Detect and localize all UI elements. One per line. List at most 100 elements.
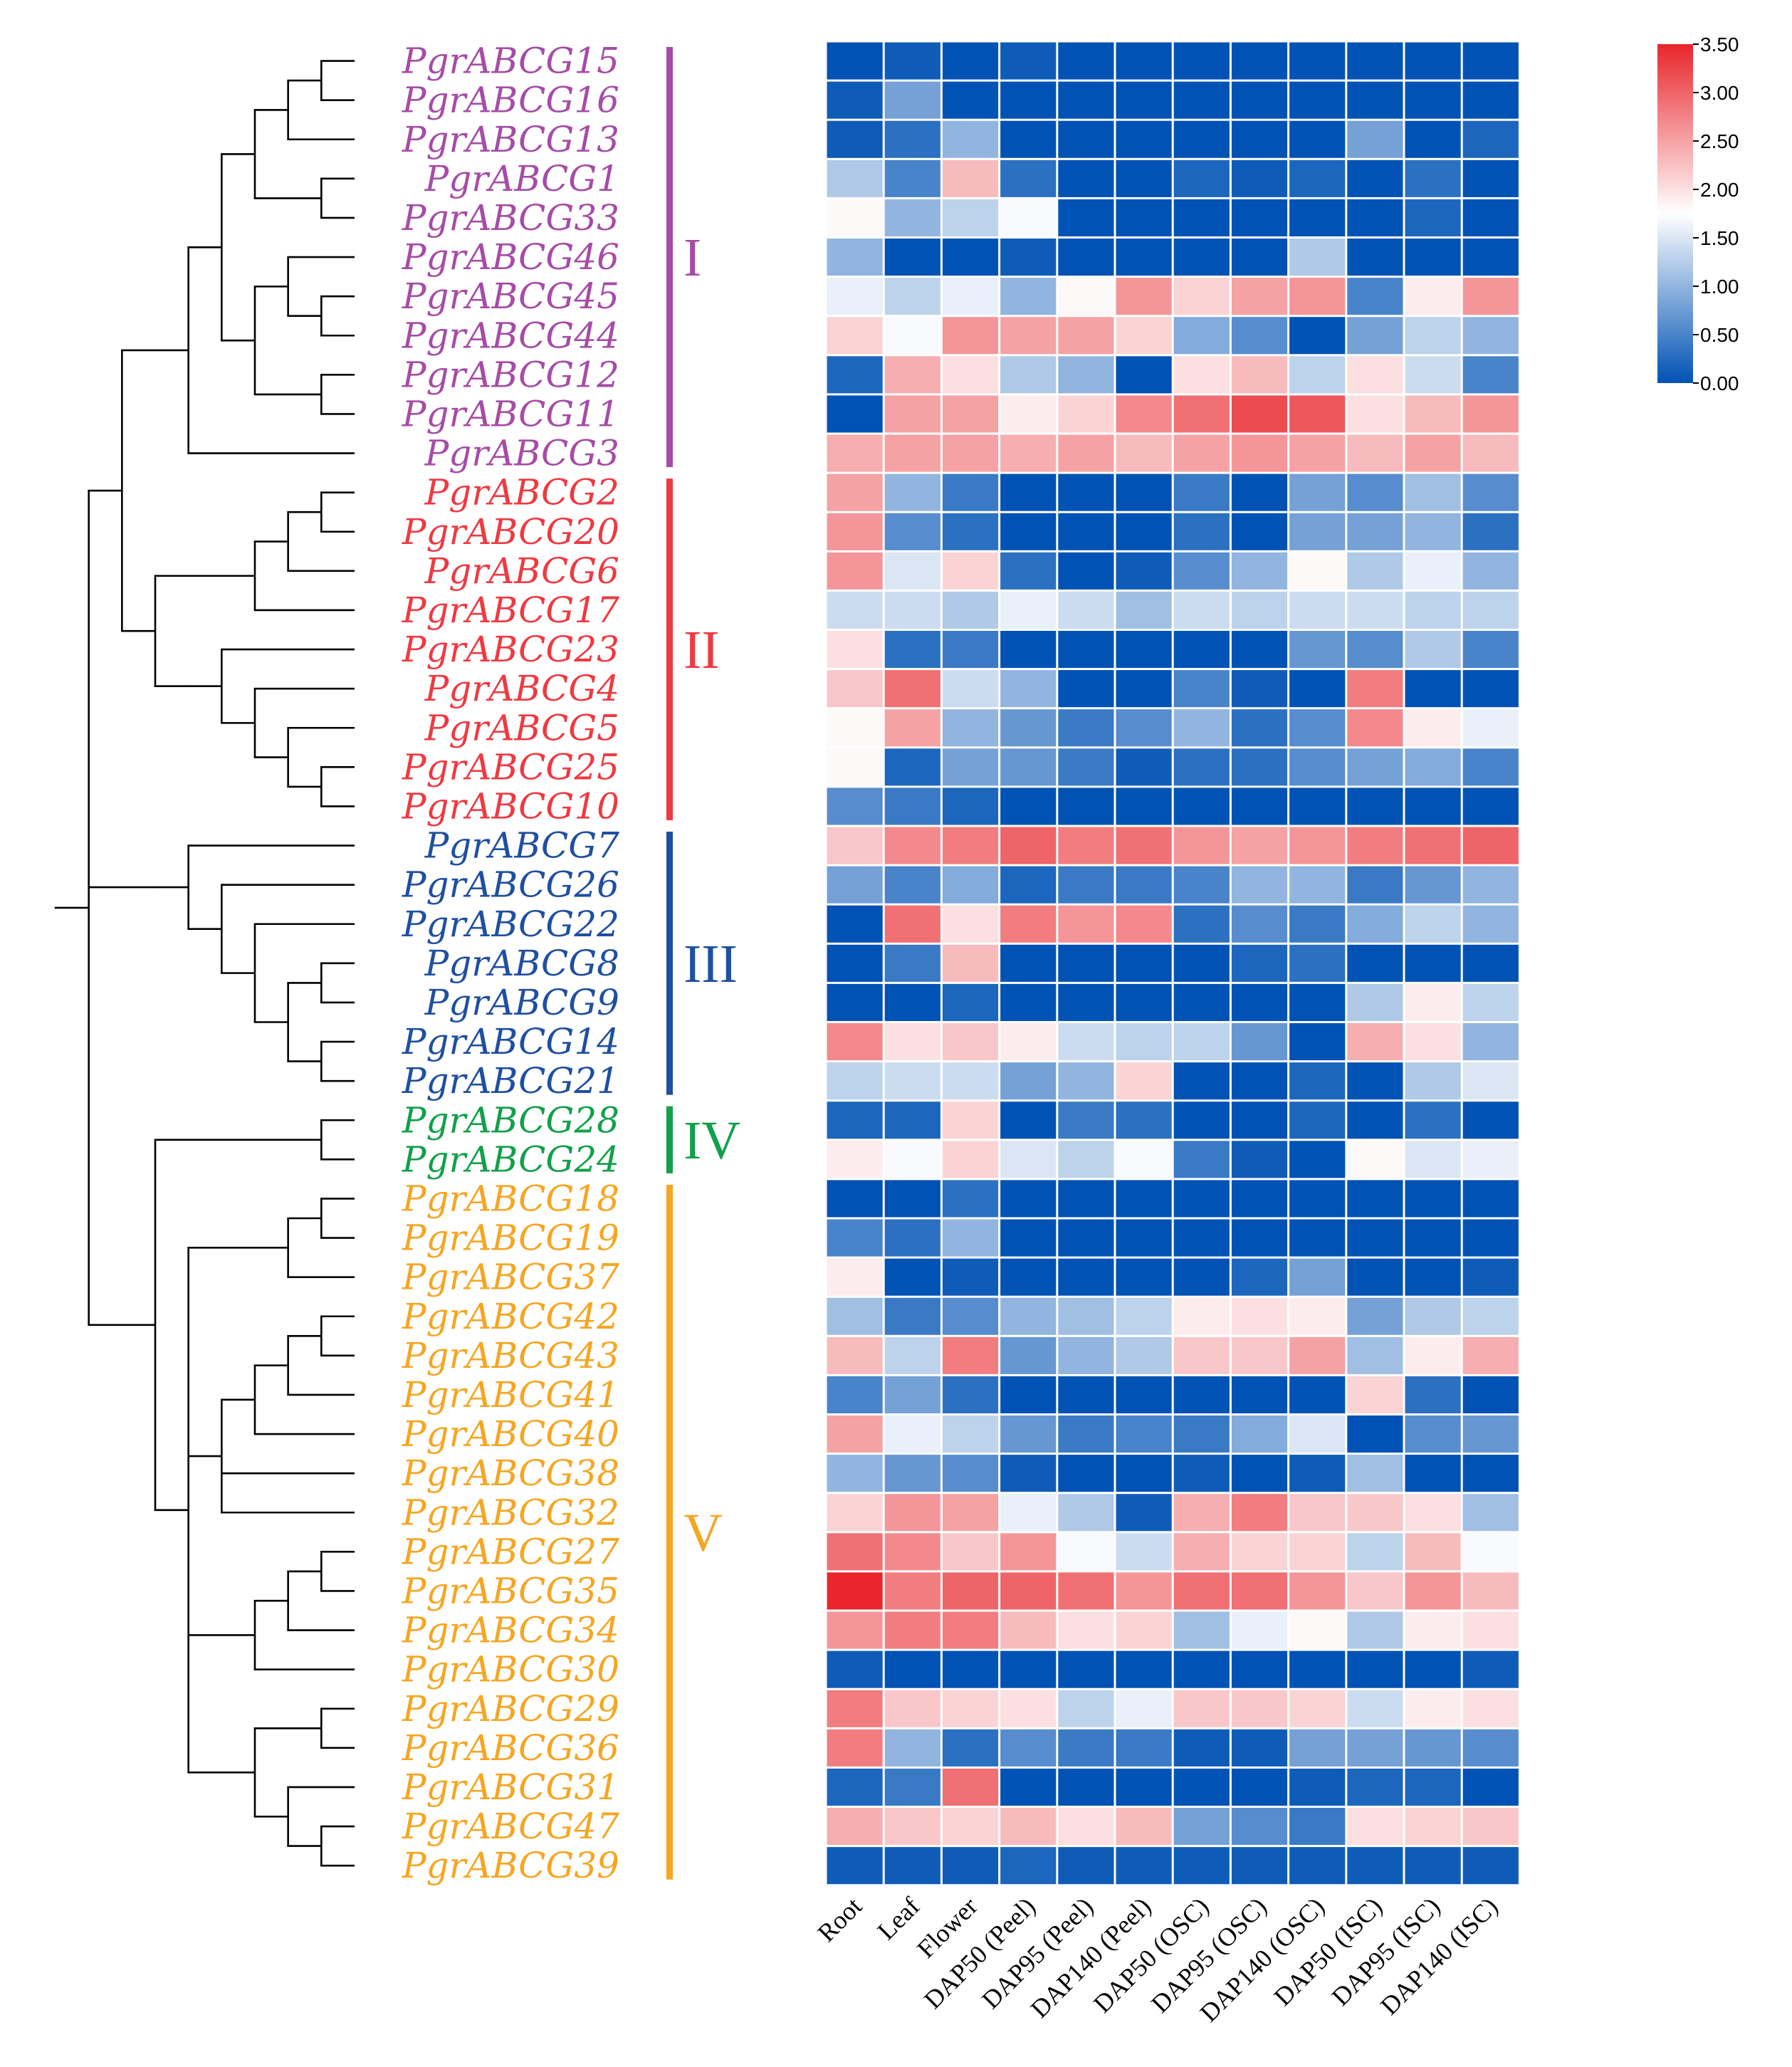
heatmap-cell: [1289, 1494, 1346, 1532]
heatmap-cell: [1405, 395, 1461, 433]
heatmap-cell: [827, 1415, 883, 1453]
heatmap-cell: [1000, 866, 1057, 904]
heatmap-cell: [1462, 983, 1519, 1021]
heatmap-cell: [1347, 278, 1403, 315]
gene-label: PgrABCG35: [402, 1571, 619, 1612]
heatmap-cell: [1116, 631, 1172, 669]
heatmap-cell: [1116, 278, 1172, 315]
gene-label: PgrABCG21: [402, 1060, 619, 1101]
heatmap-cell: [1231, 434, 1288, 472]
scale-tick-label: 0.50: [1700, 324, 1739, 346]
heatmap-cell: [1173, 631, 1230, 669]
heatmap-cell: [1405, 748, 1461, 786]
heatmap-cell: [884, 1062, 940, 1100]
heatmap-cell: [942, 1219, 999, 1257]
heatmap-cell: [1231, 473, 1288, 511]
heatmap-cell: [1000, 591, 1057, 629]
heatmap-cell: [1462, 905, 1519, 943]
heatmap-cell: [942, 42, 999, 80]
heatmap-cell: [1116, 1690, 1172, 1727]
heatmap-cell: [1462, 1572, 1519, 1610]
heatmap-cell: [1462, 120, 1519, 158]
heatmap-cell: [1231, 1847, 1288, 1885]
heatmap-cell: [1289, 983, 1346, 1021]
heatmap-cell: [1116, 983, 1172, 1021]
heatmap-cell: [1000, 1650, 1057, 1688]
heatmap-cell: [1405, 983, 1461, 1021]
heatmap-cell: [1405, 81, 1461, 119]
heatmap-cell: [1058, 1455, 1114, 1492]
heatmap-cell: [1173, 1768, 1230, 1806]
heatmap-cell: [1000, 709, 1057, 747]
heatmap-cell: [1462, 1415, 1519, 1453]
heatmap-cell: [942, 748, 999, 786]
heatmap-cell: [1116, 81, 1172, 119]
heatmap-cell: [1000, 1180, 1057, 1218]
heatmap-cell: [1173, 1611, 1230, 1649]
heatmap-cell: [1116, 866, 1172, 904]
heatmap-cell: [1116, 591, 1172, 629]
heatmap-cell: [1405, 709, 1461, 747]
heatmap-cell: [942, 1690, 999, 1727]
gene-labels: PgrABCG15PgrABCG16PgrABCG13PgrABCG1PgrAB…: [402, 41, 619, 1887]
heatmap-cell: [1347, 1611, 1403, 1649]
heatmap-cell: [1231, 1141, 1288, 1178]
heatmap-cell: [1289, 1572, 1346, 1610]
heatmap-cell: [942, 591, 999, 629]
heatmap-cell: [1058, 42, 1114, 80]
gene-label: PgrABCG10: [402, 786, 619, 827]
heatmap-cell: [1405, 827, 1461, 864]
heatmap-cell: [1462, 42, 1519, 80]
heatmap-cell: [1173, 944, 1230, 982]
heatmap-cell: [1173, 1297, 1230, 1335]
heatmap-cell: [1231, 1650, 1288, 1688]
heatmap-cell: [1289, 1690, 1346, 1727]
heatmap-cells: [824, 40, 1521, 1887]
heatmap-cell: [1000, 434, 1057, 472]
heatmap-cell: [1231, 1062, 1288, 1100]
heatmap-cell: [1058, 120, 1114, 158]
heatmap-cell: [827, 1533, 883, 1571]
heatmap-cell: [1116, 944, 1172, 982]
heatmap-cell: [1116, 1376, 1172, 1413]
heatmap-cell: [1116, 1415, 1172, 1453]
heatmap-cell: [1000, 1847, 1057, 1885]
heatmap-cell: [1058, 1141, 1114, 1178]
heatmap-cell: [827, 1336, 883, 1374]
heatmap-cell: [884, 1650, 940, 1688]
heatmap-cell: [1405, 1533, 1461, 1571]
heatmap-cell: [1347, 239, 1403, 276]
heatmap-cell: [1231, 1808, 1288, 1846]
heatmap-cell: [1289, 1336, 1346, 1374]
gene-label: PgrABCG23: [402, 629, 619, 670]
heatmap-cell: [942, 1101, 999, 1139]
heatmap-cell: [1173, 1808, 1230, 1846]
heatmap-cell: [1231, 827, 1288, 864]
heatmap-cell: [827, 356, 883, 394]
heatmap-cell: [1289, 1650, 1346, 1688]
gene-label: PgrABCG42: [402, 1296, 619, 1337]
heatmap-cell: [1462, 473, 1519, 511]
heatmap-cell: [1116, 552, 1172, 590]
heatmap-cell: [1173, 1376, 1230, 1413]
heatmap-cell: [1116, 159, 1172, 197]
heatmap-cell: [1058, 670, 1114, 708]
heatmap-cell: [884, 1690, 940, 1727]
heatmap-cell: [884, 1258, 940, 1296]
heatmap-cell: [1231, 395, 1288, 433]
heatmap-cell: [1116, 199, 1172, 236]
heatmap-cell: [827, 1062, 883, 1100]
gene-label: PgrABCG41: [402, 1374, 619, 1415]
heatmap-cell: [942, 395, 999, 433]
heatmap-cell: [827, 159, 883, 197]
heatmap-cell: [1058, 1415, 1114, 1453]
heatmap-cell: [1462, 1533, 1519, 1571]
clade-bar: [666, 1106, 673, 1173]
heatmap-cell: [1231, 591, 1288, 629]
heatmap-cell: [1000, 395, 1057, 433]
heatmap-cell: [1347, 1572, 1403, 1610]
heatmap-cell: [1405, 1690, 1461, 1727]
heatmap-cell: [1462, 1808, 1519, 1846]
heatmap-cell: [1116, 1455, 1172, 1492]
